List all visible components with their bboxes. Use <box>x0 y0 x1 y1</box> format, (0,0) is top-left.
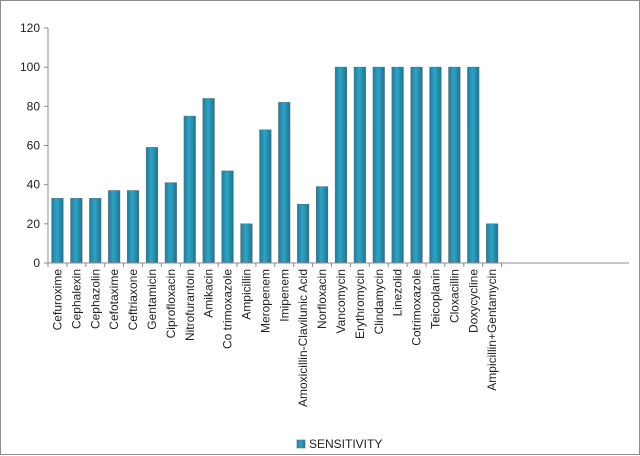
bar <box>240 223 253 264</box>
y-tick-label: 120 <box>20 21 40 35</box>
x-tick-label: Ampicillin <box>239 269 253 320</box>
y-tick-label: 60 <box>27 139 41 153</box>
legend: SENSITIVITY <box>296 437 382 451</box>
x-tick-label: Co trimoxazole <box>221 269 235 349</box>
bar <box>486 223 499 264</box>
x-tick-label: Amoxicillin-Clavilunic Acid <box>296 269 310 407</box>
y-tick-label: 100 <box>20 60 40 74</box>
x-tick-label: Ciprofloxacin <box>164 269 178 338</box>
x-tick-label: Cotrimoxazole <box>410 269 424 346</box>
bar <box>467 66 480 264</box>
y-tick-label: 40 <box>27 178 41 192</box>
x-tick-label: Cefotaxime <box>107 269 121 330</box>
bars <box>51 66 499 264</box>
bar <box>221 170 234 264</box>
y-tick-label: 20 <box>27 217 41 231</box>
bar <box>410 66 423 264</box>
x-tick-label: Cephazolin <box>88 269 102 329</box>
bar <box>353 66 366 264</box>
bar <box>372 66 385 264</box>
x-tick-label: Amikacin <box>202 269 216 318</box>
bar <box>448 66 461 264</box>
bar <box>391 66 404 264</box>
bar <box>51 198 64 264</box>
bar <box>202 98 215 264</box>
bar <box>278 102 291 264</box>
x-tick-label: Linezolid <box>391 269 405 316</box>
x-tick-label: Norfloxacin <box>315 269 329 329</box>
x-tick-label: Vancomycin <box>334 269 348 333</box>
bar <box>297 203 310 264</box>
bar <box>334 66 348 264</box>
x-tick-label: Meropenem <box>258 269 272 333</box>
x-tick-label: Ampicillin+Gentamycin <box>485 269 499 391</box>
bar <box>429 66 442 264</box>
y-tick-label: 0 <box>33 256 40 270</box>
x-tick-label: Cloxacillin <box>447 269 461 323</box>
x-tick-label: Doxycycline <box>466 269 480 333</box>
bar <box>259 129 272 264</box>
bar <box>70 198 83 264</box>
legend-label: SENSITIVITY <box>309 437 382 451</box>
y-axis: 0 20 40 60 80 100 120 <box>20 21 49 270</box>
x-tick-label: Cefuroxime <box>50 269 64 331</box>
bar <box>145 147 158 264</box>
bar <box>164 182 177 264</box>
x-tick-label: Imipenem <box>277 269 291 322</box>
bar <box>315 186 329 264</box>
y-tick-label: 80 <box>27 99 41 113</box>
bar <box>127 190 140 264</box>
x-tick-label: Ceftriaxone <box>126 269 140 331</box>
x-tick-label: Cephalexin <box>69 269 83 329</box>
legend-swatch <box>296 439 306 449</box>
x-axis: Cefuroxime Cephalexin Cephazolin Cefotaxime… <box>47 262 629 407</box>
x-tick-label: Erythromycin <box>353 269 367 339</box>
bar <box>108 190 121 264</box>
bar <box>183 115 196 264</box>
bar <box>89 198 102 264</box>
x-tick-label: Gentamicin <box>145 269 159 330</box>
x-tick-label: Clindamycin <box>372 269 386 334</box>
x-tick-label: Teicoplanin <box>428 269 442 329</box>
x-tick-label: Nitrofurantoin <box>183 269 197 341</box>
